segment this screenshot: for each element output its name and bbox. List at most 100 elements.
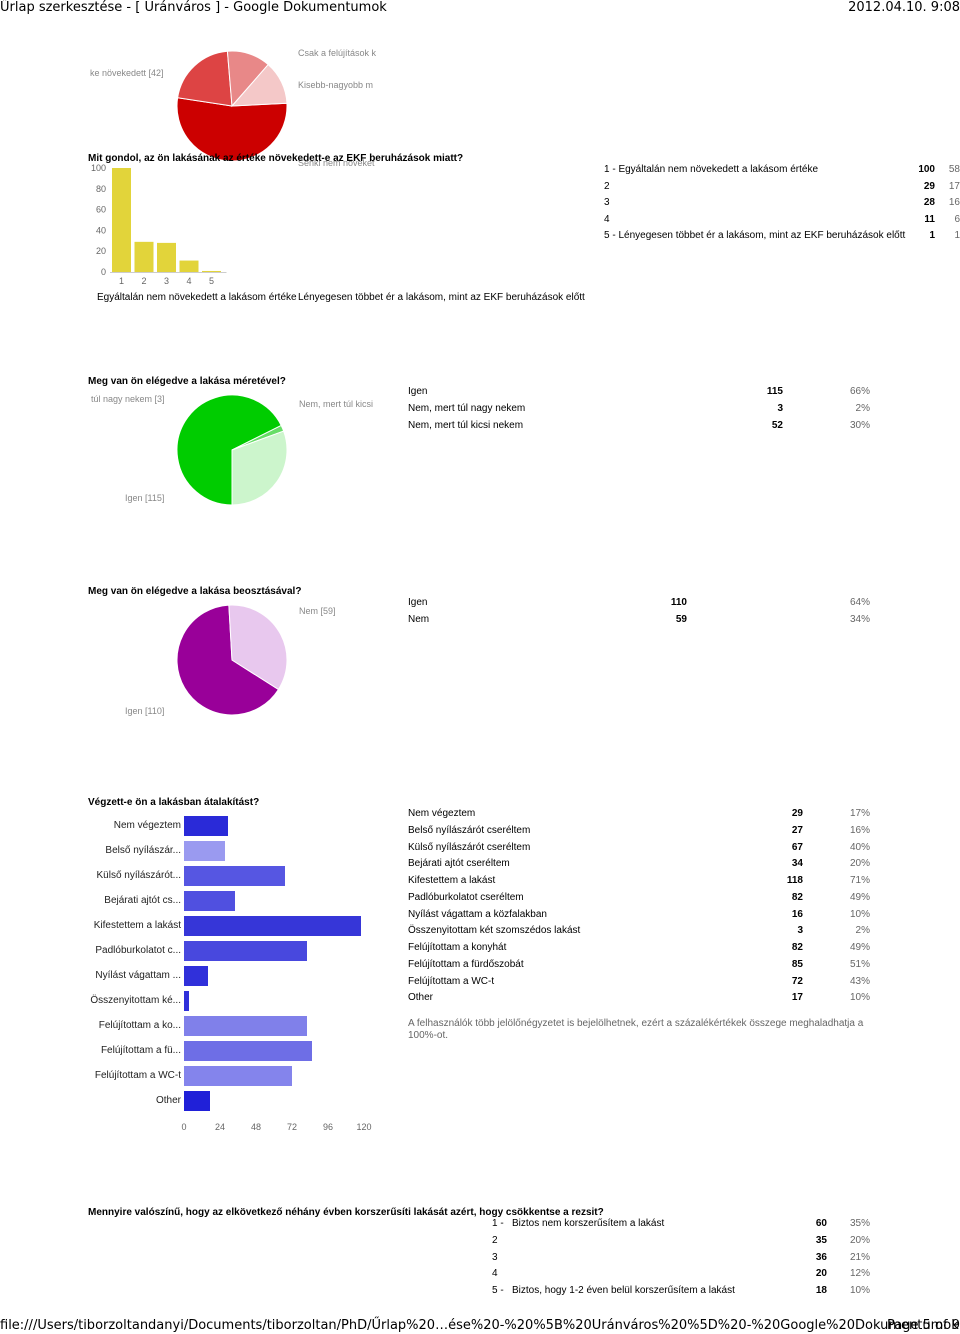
q3-pie-slice-2 [228, 604, 288, 691]
q3-question: Meg van ön elégedve a lakása beosztásáva… [88, 586, 302, 597]
q5-row-label: Biztos nem korszerűsítem a lakást [512, 1218, 665, 1229]
q4-row-count: 27 [791, 824, 803, 836]
q3-row-count: 110 [670, 597, 687, 608]
q1-y-tick: 60 [96, 205, 106, 215]
q3-row-count: 59 [675, 613, 687, 625]
q1-row: 2 29 17 [604, 180, 960, 194]
q5-row-count: 35 [815, 1234, 827, 1246]
q4-x-tick: 120 [356, 1122, 372, 1132]
q1-row-label: 4 [604, 213, 610, 225]
q1-row-label: 1 - Egyáltalán nem növekedett a lakásom … [604, 164, 819, 175]
q4-bar [184, 966, 208, 986]
q2-row-percent: 2% [855, 402, 870, 414]
q5-question: Mennyire valószínű, hogy az elkövetkező … [88, 1207, 604, 1218]
q2-pie-label-3: Igen [115] [125, 493, 165, 503]
q4-row-label: Kifestettem a lakást [408, 875, 496, 886]
q4-row-percent: 40% [849, 841, 870, 853]
q4-category-label: Külső nyílászárót... [96, 870, 181, 881]
q4-row: Összenyitottam két szomszédos lakást 3 2% [408, 924, 878, 938]
q3-row: Nem 59 34% [408, 613, 878, 627]
q4-note: A felhasználók több jelölőnégyzetet is b… [408, 1018, 864, 1041]
q4-bar [184, 991, 189, 1011]
q4-bar [184, 1041, 312, 1061]
q3-row-percent: 34% [849, 613, 870, 625]
top-pie-label-2: Csak a felújítások k [298, 48, 377, 58]
q4-category-label: Other [155, 1095, 181, 1106]
q4-row-percent: 17% [849, 808, 870, 819]
q2-row: Nem, mert túl nagy nekem 3 2% [408, 402, 878, 416]
q1-y-tick: 100 [91, 163, 106, 173]
q3-row-label: Igen [408, 597, 428, 608]
q4-category-label: Kifestettem a lakást [93, 920, 181, 931]
q2-pie-slice-1 [176, 394, 282, 506]
q2-pie-label-2: Nem, mert túl kicsi [299, 399, 374, 409]
q4-bar [184, 891, 235, 911]
q3-pie-label-2: Igen [110] [125, 706, 165, 716]
q4-category-label: Bejárati ajtót cs... [104, 895, 181, 906]
q4-row-percent: 49% [849, 891, 870, 903]
q5-row-number: 3 [492, 1251, 498, 1263]
q1-y-tick: 40 [96, 225, 106, 235]
q4-category-label: Felújítottam a fü... [100, 1045, 181, 1056]
q1-x-tick: 4 [186, 276, 191, 286]
q4-row-label: Nyílást vágattam a közfalakban [408, 908, 547, 920]
q3-row: Igen 110 64% [408, 596, 878, 610]
q4-row-count: 85 [791, 958, 803, 970]
q5-row-label: Biztos, hogy 1-2 éven belül korszerűsíte… [512, 1285, 735, 1297]
q1-question: Mit gondol, az ön lakásának az értéke nö… [88, 153, 464, 164]
q4-row: Other 17 10% [408, 991, 878, 1005]
top-pie-slice-4 [230, 63, 288, 107]
q4-row-percent: 49% [849, 942, 870, 953]
q1-row-label: 3 [604, 197, 610, 209]
q1-row-percent: 6 [954, 213, 960, 225]
q5-row: 2 35 20% [492, 1234, 878, 1248]
q1-x-tick: 5 [209, 276, 214, 286]
q1-row: 3 28 16 [604, 196, 960, 210]
q4-row-label: Nem végeztem [408, 808, 476, 819]
q1-row-count: 28 [923, 197, 935, 209]
q1-x-tick: 2 [141, 276, 146, 286]
q2-row-label: Nem, mert túl nagy nekem [408, 402, 526, 414]
q2-row: Nem, mert túl kicsi nekem 52 30% [408, 419, 878, 433]
q4-question: Végzett-e ön a lakásban átalakítást? [88, 797, 260, 808]
q2-pie-slice-3 [231, 430, 288, 506]
q1-row-percent: 17 [948, 180, 960, 192]
q4-row-percent: 10% [849, 992, 870, 1004]
q1-x-tick: 1 [119, 276, 124, 286]
q4-row: Bejárati ajtót cseréltem 34 20% [408, 857, 878, 871]
q2-pie-chart [176, 394, 288, 506]
q1-row-label: 5 - Lényegesen többet ér a lakásom, mint… [604, 230, 906, 242]
q4-x-tick: 96 [322, 1122, 333, 1132]
q5-row: 4 20 12% [492, 1267, 878, 1281]
q5-row-percent: 12% [849, 1268, 870, 1280]
q1-caption-right: Lényegesen többet ér a lakásom, mint az … [298, 292, 585, 303]
q2-question: Meg van ön elégedve a lakása méretével? [88, 376, 286, 387]
q1-row-count: 1 [929, 230, 935, 242]
q1-caption-left: Egyáltalán nem növekedett a lakásom érté… [97, 292, 297, 303]
q4-row-label: Belső nyílászárót cseréltem [408, 824, 531, 836]
q5-row-count: 60 [815, 1218, 827, 1229]
q2-pie-label-1: túl nagy nekem [3] [91, 394, 165, 404]
q1-x-tick: 3 [164, 276, 169, 286]
q1-bar [202, 270, 221, 272]
q4-row-label: Other [408, 992, 434, 1004]
document-title: Űrlap szerkesztése - [ Uránváros ] - Goo… [0, 0, 387, 15]
top-pie-label-1: ke növekedett [42] [90, 68, 164, 78]
top-pie-slice-1 [176, 97, 288, 162]
q4-row-count: 34 [791, 858, 803, 870]
q4-bar [184, 816, 228, 836]
q2-row-count: 52 [771, 419, 783, 431]
q4-row: Nem végeztem 29 17% [408, 807, 878, 821]
q5-row-number: 5 - [492, 1285, 504, 1297]
q4-row: Külső nyílászárót cseréltem 67 40% [408, 841, 878, 855]
q4-category-label: Felújítottam a ko... [98, 1020, 181, 1031]
q2-row-label: Nem, mert túl kicsi nekem [408, 419, 524, 431]
q4-row: Felújítottam a konyhát 82 49% [408, 941, 878, 955]
q4-x-tick: 48 [250, 1122, 261, 1132]
q1-table: 1 - Egyáltalán nem növekedett a lakásom … [604, 163, 960, 253]
q1-y-tick: 80 [96, 184, 106, 194]
q4-row: Nyílást vágattam a közfalakban 16 10% [408, 908, 878, 922]
q1-row: 4 11 6 [604, 213, 960, 227]
q4-row-count: 67 [791, 841, 803, 853]
q1-row-percent: 58 [948, 164, 960, 175]
